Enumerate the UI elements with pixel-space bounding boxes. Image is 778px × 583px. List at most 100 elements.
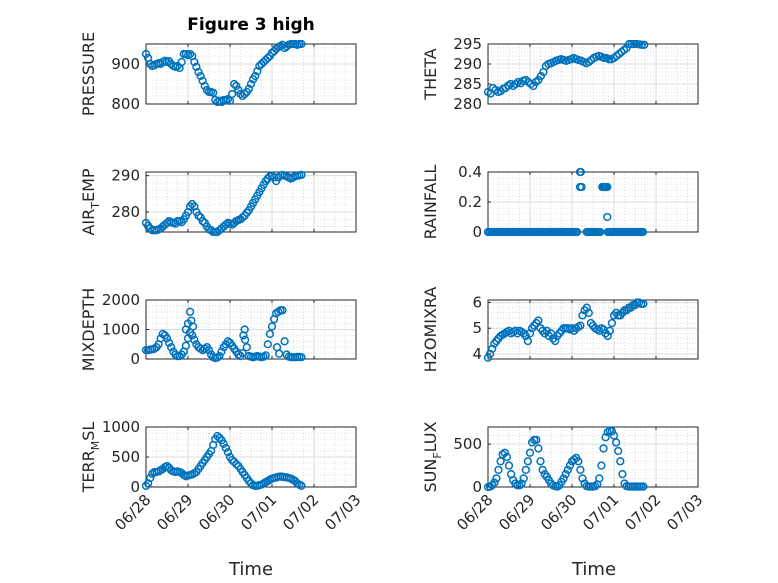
data-point — [196, 71, 205, 81]
data-point — [572, 227, 582, 237]
data-point — [230, 457, 239, 466]
subplot-grid: 800 900 PRESSURE 280 285 290 295 THETA 280 290 AIR… — [79, 32, 706, 534]
y-tick-label: 0 — [472, 478, 482, 496]
data-point — [215, 433, 224, 442]
data-point — [565, 461, 575, 470]
data-point — [267, 322, 277, 331]
data-point — [595, 227, 605, 237]
y-tick-label: 1000 — [102, 321, 140, 339]
data-point — [297, 481, 306, 490]
data-point — [219, 439, 228, 448]
axes-box — [487, 43, 699, 105]
data-point — [616, 457, 625, 466]
data-point — [551, 336, 560, 346]
data-point — [490, 478, 499, 487]
data-point — [141, 49, 151, 59]
y-tick-label: 800 — [111, 95, 140, 113]
data-point — [498, 450, 507, 459]
data-point — [246, 79, 256, 89]
data-point — [244, 84, 254, 93]
data-series-markers — [483, 39, 649, 98]
data-point — [500, 448, 509, 457]
axes-box — [487, 426, 699, 488]
y-tick-label: 0 — [130, 478, 140, 496]
data-point — [627, 39, 636, 49]
axes-box — [145, 43, 357, 105]
data-point — [162, 461, 172, 471]
data-point — [534, 444, 543, 453]
data-point — [546, 479, 556, 488]
data-point — [274, 349, 284, 358]
axes-box — [145, 171, 357, 233]
data-point — [599, 444, 608, 453]
subplot-pressure: 800 900 PRESSURE — [79, 32, 357, 116]
data-point — [538, 465, 547, 475]
data-point — [502, 452, 512, 462]
data-point — [639, 482, 648, 491]
data-point — [604, 55, 614, 64]
data-point — [238, 213, 247, 222]
y-axis-label: AIRTEMP — [79, 168, 102, 235]
y-tick-label: 500 — [453, 435, 482, 453]
data-point — [523, 457, 533, 466]
y-tick-label: 280 — [453, 95, 482, 113]
data-point — [597, 461, 606, 470]
data-point — [578, 474, 587, 483]
data-point — [607, 318, 617, 328]
data-point — [188, 331, 197, 340]
y-tick-label: 0.2 — [458, 193, 482, 211]
y-axis-label: THETA — [421, 48, 440, 100]
data-point — [595, 474, 604, 483]
data-point — [488, 344, 497, 353]
subplot-rainfall: 0 0.2 0.4 RAINFALL — [421, 163, 699, 241]
data-point — [637, 40, 646, 49]
data-point — [146, 473, 155, 483]
subplot-h2omixra: 4 5 6 H2OMIXRA — [421, 287, 699, 372]
data-point — [563, 465, 572, 475]
data-point — [501, 83, 510, 93]
data-point — [239, 331, 248, 340]
data-point — [515, 481, 524, 490]
y-tick-label: 6 — [472, 294, 482, 312]
data-point — [297, 170, 306, 180]
y-tick-label: 295 — [453, 35, 482, 53]
data-point — [638, 227, 648, 237]
data-point — [590, 481, 600, 491]
data-point — [261, 351, 270, 360]
y-tick-label: 1000 — [102, 418, 140, 436]
data-point — [217, 347, 226, 356]
data-point — [521, 331, 530, 341]
subplot-air-temp: 280 290 AIRTEMP — [79, 167, 357, 237]
data-point — [601, 433, 610, 442]
data-point — [603, 331, 612, 341]
y-tick-label: 280 — [111, 203, 140, 221]
data-point — [198, 76, 207, 85]
y-tick-label: 500 — [111, 448, 140, 466]
data-point — [263, 53, 272, 63]
data-point — [232, 81, 241, 91]
data-point — [194, 211, 203, 220]
data-point — [240, 335, 250, 344]
data-point — [200, 81, 209, 91]
data-point — [227, 455, 237, 465]
data-series-markers — [483, 167, 648, 237]
data-point — [164, 338, 174, 347]
data-point — [485, 349, 495, 359]
data-point — [177, 57, 186, 67]
y-tick-label: 4 — [472, 345, 482, 363]
y-axis-label: TERRMSL — [79, 422, 102, 494]
data-point — [192, 62, 201, 71]
data-point — [213, 431, 222, 441]
data-point — [215, 351, 224, 361]
y-tick-label: 285 — [453, 75, 482, 93]
subplot-theta: 280 285 290 295 THETA — [421, 35, 699, 113]
y-tick-label: 290 — [111, 167, 140, 185]
data-point — [263, 340, 272, 349]
data-point — [523, 336, 533, 346]
data-point — [561, 469, 570, 479]
data-series-markers — [483, 298, 648, 362]
data-point — [614, 446, 623, 456]
data-point — [525, 448, 535, 457]
y-tick-label: 290 — [453, 55, 482, 73]
